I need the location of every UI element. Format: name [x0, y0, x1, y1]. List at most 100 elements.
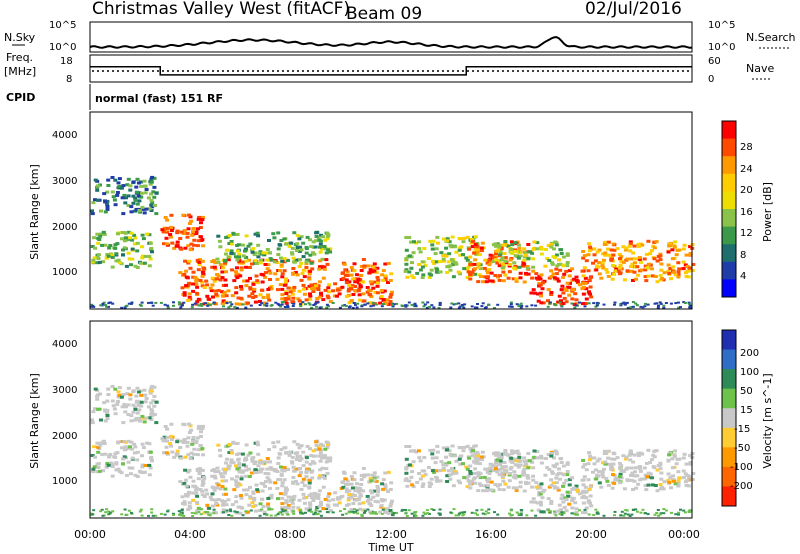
power-cell: [438, 301, 442, 304]
power-cell: [609, 248, 614, 252]
velocity-cell: [509, 514, 513, 517]
velocity-cell: [513, 450, 518, 454]
power-cell: [458, 237, 463, 241]
velocity-cell: [143, 464, 148, 467]
velocity-cell: [454, 459, 459, 463]
power-cell: [280, 293, 285, 297]
power-cell: [253, 251, 258, 255]
xtick-1600: 16:00: [475, 528, 507, 541]
power-cell: [464, 256, 469, 260]
power-cell: [342, 262, 347, 266]
power-cell: [674, 253, 679, 257]
velocity-cell: [447, 449, 452, 453]
power-cell: [486, 275, 490, 279]
velocity-cell: [465, 476, 469, 480]
power-cell: [671, 265, 676, 269]
power-cell: [265, 267, 270, 271]
velocity-cell: [597, 481, 602, 485]
velocity-cell: [263, 480, 268, 484]
power-cell: [562, 287, 567, 291]
velocity-cell: [581, 491, 586, 494]
velocity-cell: [291, 481, 296, 485]
velocity-cell: [126, 386, 131, 390]
velocity-cell: [439, 460, 444, 464]
velocity-cell: [149, 455, 154, 459]
power-cell: [513, 241, 518, 245]
velocity-cell: [682, 452, 687, 456]
velocity-cell: [451, 469, 456, 473]
velocity-cell: [570, 476, 575, 480]
power-cell: [474, 244, 479, 248]
power-cell: [144, 207, 149, 211]
power-cell: [564, 289, 569, 292]
velocity-cell: [465, 467, 470, 471]
velocity-cell: [105, 408, 110, 412]
velocity-cell: [169, 434, 174, 438]
power-cell: [224, 294, 229, 298]
power-cell: [417, 263, 422, 266]
velocity-cell: [286, 506, 291, 510]
power-cell: [621, 245, 626, 249]
power-cell: [530, 276, 535, 280]
velocity-cell: [122, 440, 127, 444]
power-cell: [170, 241, 175, 245]
velocity-cell: [265, 467, 270, 471]
power-cell: [512, 266, 516, 270]
velocity-cell: [494, 453, 498, 457]
power-cell: [392, 303, 396, 306]
velocity-cell: [120, 446, 124, 450]
power-cell: [286, 297, 291, 301]
velocity-cell: [244, 464, 249, 468]
velocity-colorbar-swatch: [722, 369, 736, 390]
power-cell: [628, 306, 632, 309]
velocity-cell: [276, 513, 280, 516]
velocity-cell: [301, 464, 306, 468]
power-cell: [458, 246, 463, 250]
power-cell: [101, 260, 106, 264]
power-cell: [500, 262, 505, 266]
power-cell: [344, 305, 348, 307]
power-cell: [676, 261, 681, 265]
power-cell: [690, 269, 695, 272]
velocity-cell: [603, 462, 608, 466]
velocity-cell: [308, 508, 312, 511]
power-cell: [238, 302, 243, 306]
power-cell: [326, 290, 331, 294]
power-cb-12: 12: [740, 228, 753, 239]
velocity-cell: [239, 475, 244, 479]
power-cell: [669, 302, 673, 305]
power-cell: [410, 261, 414, 265]
velocity-cell: [670, 457, 675, 461]
power-cell: [470, 238, 474, 241]
velocity-cell: [252, 498, 257, 502]
power-cell: [381, 269, 386, 273]
power-cell: [327, 283, 332, 287]
power-cell: [359, 265, 364, 268]
power-cell: [186, 261, 191, 265]
power-cell: [116, 258, 121, 262]
power-cell: [631, 251, 636, 255]
velocity-cell: [545, 466, 550, 470]
power-cell: [188, 266, 193, 270]
power-cell: [307, 277, 312, 281]
power-cell: [615, 247, 620, 251]
velocity-cell: [358, 494, 363, 498]
power-cell: [292, 285, 297, 289]
velocity-cell: [649, 476, 654, 480]
velocity-cell: [286, 513, 290, 516]
power-cell: [512, 261, 517, 265]
power-cell: [150, 301, 154, 304]
sky-noise-trace: [89, 36, 693, 49]
power-cell: [325, 237, 330, 241]
velocity-cell: [149, 418, 154, 421]
velocity-cell: [638, 469, 643, 473]
power-cell: [497, 278, 502, 282]
velocity-cell: [677, 476, 682, 480]
power-cell: [103, 200, 108, 204]
velocity-cell: [235, 485, 240, 489]
power-cell: [643, 302, 647, 305]
power-cell: [509, 247, 514, 251]
power-cell: [262, 301, 267, 305]
power-cell: [142, 211, 147, 215]
power-cell: [251, 282, 256, 286]
